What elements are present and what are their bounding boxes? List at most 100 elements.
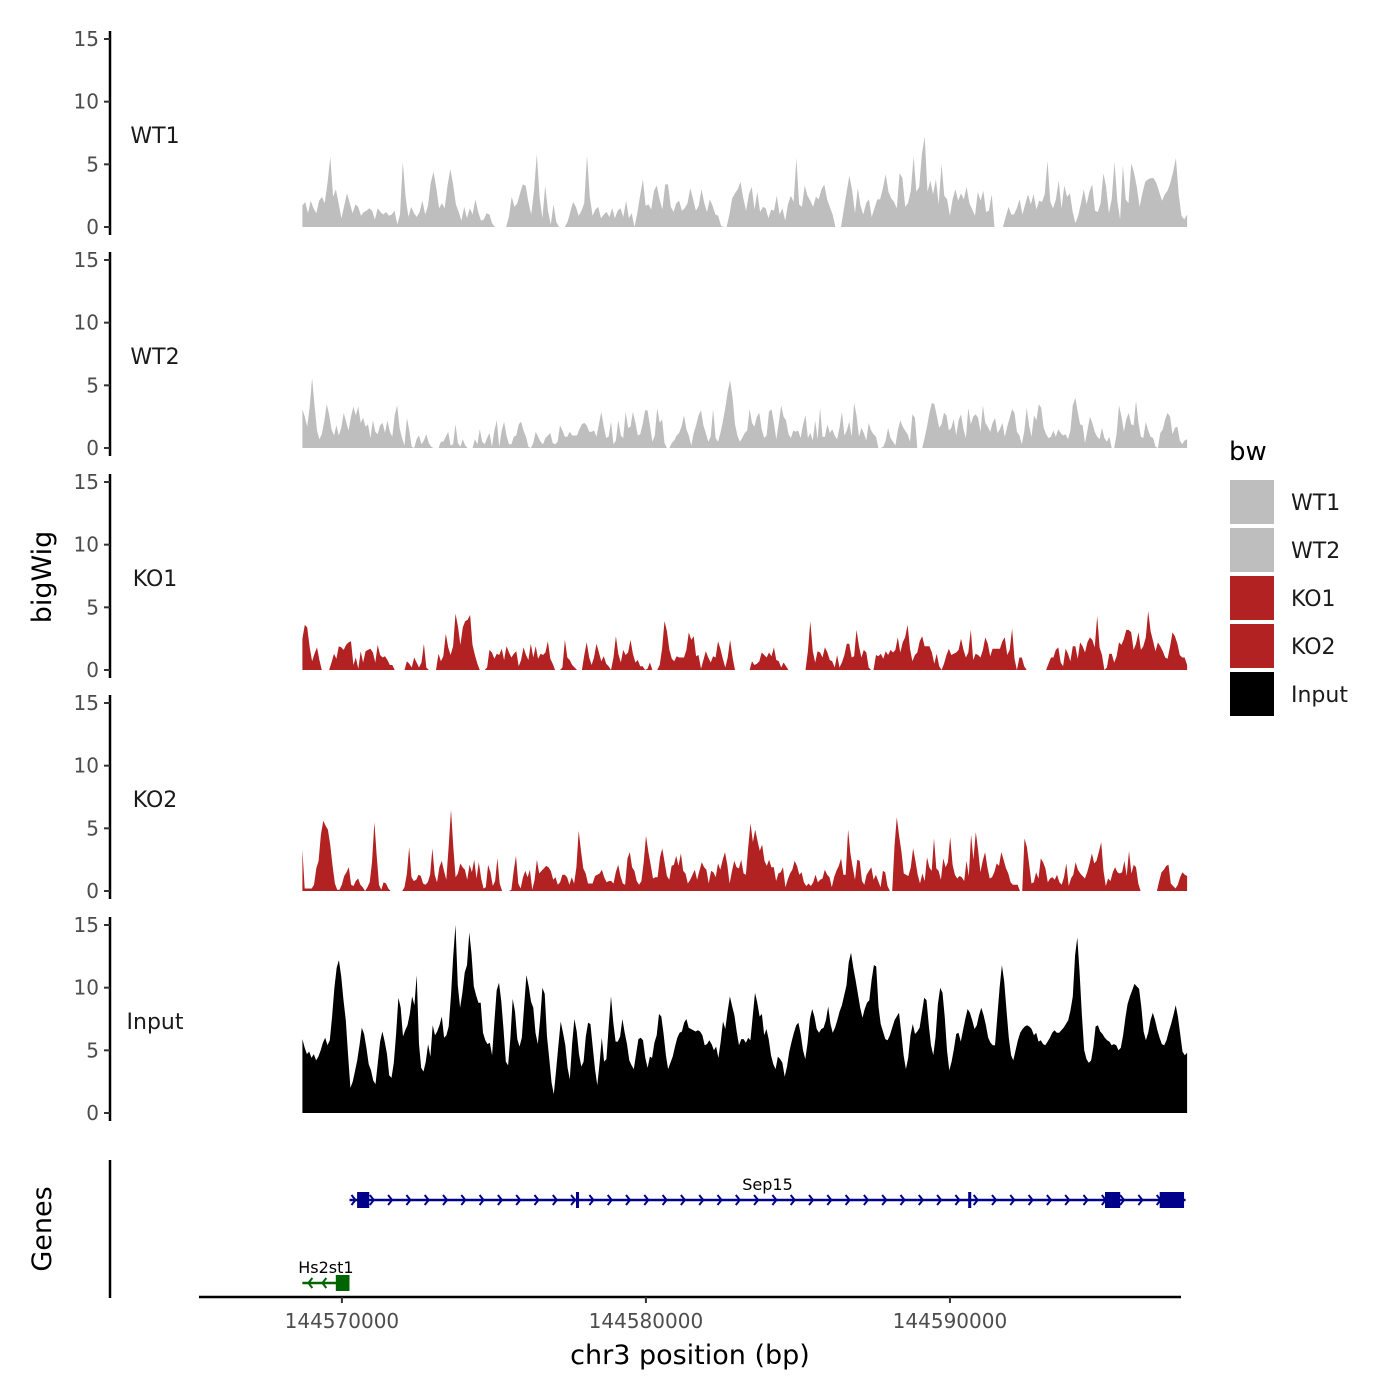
track-label: WT1 <box>130 124 179 149</box>
gene-label: Hs2st1 <box>298 1258 353 1277</box>
x-axis-title: chr3 position (bp) <box>570 1340 810 1371</box>
y-tick-label: 5 <box>86 595 99 619</box>
exon <box>1159 1192 1185 1208</box>
signal-area-ko2 <box>302 809 1188 891</box>
strand-arrow <box>405 1194 412 1206</box>
legend: bw WT1 WT2 KO1 KO2 Input <box>1229 437 1348 716</box>
y-tick-label: 5 <box>86 152 99 176</box>
strand-arrow <box>478 1194 485 1206</box>
y-tick-label: 15 <box>74 913 99 937</box>
strand-arrow <box>321 1277 328 1289</box>
x-axis: 144570000 144580000 144590000 <box>199 1295 1181 1333</box>
strand-arrow <box>661 1194 668 1206</box>
bigwig-tracks: 0 5 10 15 WT1 0 5 10 15 WT2 0 5 10 15 KO1 0 5 10 15 KO2 0 5 10… <box>74 27 1188 1125</box>
strand-arrow <box>1064 1194 1071 1206</box>
y-tick-label: 0 <box>86 1101 99 1125</box>
y-tick-label: 10 <box>74 754 99 778</box>
legend-label: Input <box>1291 683 1348 708</box>
x-tick-label: 144590000 <box>893 1309 1008 1333</box>
strand-arrow <box>307 1277 314 1289</box>
strand-arrow <box>716 1194 723 1206</box>
y-tick-label: 10 <box>74 533 99 557</box>
strand-arrow <box>753 1194 760 1206</box>
strand-arrow <box>1009 1194 1016 1206</box>
y-tick-label: 0 <box>86 658 99 682</box>
genes-axis-title: Genes <box>27 1186 58 1271</box>
strand-arrow <box>552 1194 559 1206</box>
strand-arrow <box>991 1194 998 1206</box>
strand-arrow <box>1027 1194 1034 1206</box>
legend-label: KO1 <box>1291 587 1336 612</box>
strand-arrow <box>1119 1194 1126 1206</box>
strand-arrow <box>808 1194 815 1206</box>
strand-arrow <box>844 1194 851 1206</box>
strand-arrow <box>972 1194 979 1206</box>
strand-arrow <box>497 1194 504 1206</box>
strand-arrow <box>350 1194 357 1206</box>
track-wt2: 0 5 10 15 WT2 <box>74 248 1188 460</box>
y-tick-label: 5 <box>86 1038 99 1062</box>
y-tick-label: 5 <box>86 816 99 840</box>
gene-track: Hs2st1 Sep15 <box>108 1160 1186 1298</box>
strand-arrow <box>606 1194 613 1206</box>
strand-arrow <box>789 1194 796 1206</box>
strand-arrow <box>369 1194 376 1206</box>
legend-item-input: Input <box>1230 672 1348 716</box>
y-tick-label: 5 <box>86 373 99 397</box>
gene-sep15: Sep15 <box>349 1175 1186 1208</box>
y-tick-label: 15 <box>74 470 99 494</box>
track-label: WT2 <box>130 345 179 370</box>
legend-label: KO2 <box>1291 635 1336 660</box>
strand-arrow <box>533 1194 540 1206</box>
legend-swatch <box>1230 528 1274 572</box>
strand-arrow <box>918 1194 925 1206</box>
track-wt1: 0 5 10 15 WT1 <box>74 27 1188 239</box>
y-tick-label: 10 <box>74 976 99 1000</box>
strand-arrow <box>588 1194 595 1206</box>
x-tick-label: 144580000 <box>589 1309 704 1333</box>
strand-arrow <box>899 1194 906 1206</box>
legend-item-wt1: WT1 <box>1230 480 1340 524</box>
strand-arrow <box>735 1194 742 1206</box>
legend-item-wt2: WT2 <box>1230 528 1340 572</box>
strand-arrow <box>442 1194 449 1206</box>
exon <box>575 1192 580 1208</box>
exon <box>335 1275 350 1291</box>
y-tick-label: 10 <box>74 90 99 114</box>
strand-arrow <box>771 1194 778 1206</box>
strand-arrow <box>936 1194 943 1206</box>
strand-arrow <box>625 1194 632 1206</box>
gene-label: Sep15 <box>742 1175 793 1194</box>
track-ko1: 0 5 10 15 KO1 <box>74 470 1188 682</box>
strand-arrow <box>515 1194 522 1206</box>
gene-hs2st1: Hs2st1 <box>298 1258 354 1291</box>
strand-arrow <box>387 1194 394 1206</box>
legend-swatch <box>1230 624 1274 668</box>
strand-arrow <box>423 1194 430 1206</box>
y-tick-label: 10 <box>74 311 99 335</box>
x-tick-label: 144570000 <box>285 1309 400 1333</box>
legend-label: WT2 <box>1291 539 1340 564</box>
strand-arrow <box>460 1194 467 1206</box>
strand-arrow <box>643 1194 650 1206</box>
legend-label: WT1 <box>1291 491 1340 516</box>
exon <box>357 1192 370 1208</box>
y-tick-label: 0 <box>86 215 99 239</box>
strand-arrow <box>1082 1194 1089 1206</box>
exon <box>968 1192 972 1208</box>
track-label: KO2 <box>133 788 178 813</box>
strand-arrow <box>570 1194 577 1206</box>
track-input: 0 5 10 15 Input <box>74 913 1188 1125</box>
signal-area-wt1 <box>302 136 1188 227</box>
signal-area-ko1 <box>302 611 1188 670</box>
strand-arrow <box>954 1194 961 1206</box>
legend-swatch <box>1230 480 1274 524</box>
legend-item-ko1: KO1 <box>1230 576 1336 620</box>
legend-item-ko2: KO2 <box>1230 624 1336 668</box>
y-tick-label: 0 <box>86 879 99 903</box>
y-tick-label: 0 <box>86 436 99 460</box>
strand-arrow <box>826 1194 833 1206</box>
legend-swatch <box>1230 672 1274 716</box>
signal-area-input <box>302 925 1188 1113</box>
